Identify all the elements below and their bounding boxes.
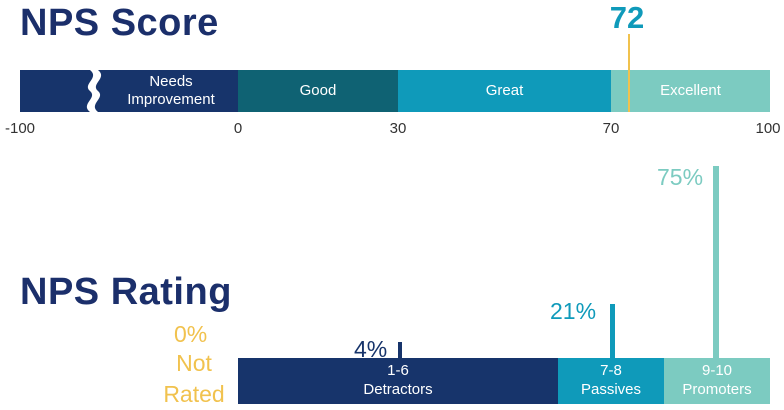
rating-segment-passives: 7-8 Passives <box>558 358 664 404</box>
rating-segment-bottom: Detractors <box>363 381 433 398</box>
segment-excellent: Excellent <box>611 70 770 112</box>
promoters-value-bar <box>713 166 719 358</box>
segment-label: Great <box>485 82 524 99</box>
axis-break-icon <box>86 70 102 112</box>
rating-segment-bottom: Promoters <box>682 381 752 398</box>
rating-title: NPS Rating <box>20 271 232 313</box>
nps-score-bar: Needs Improvement Good Great Excellent <box>20 70 770 112</box>
tick-label: 0 <box>233 120 243 137</box>
segment-good: Good <box>238 70 398 112</box>
passives-value-bar <box>610 304 615 358</box>
score-marker-line <box>628 34 630 112</box>
detractors-percent: 4% <box>354 336 388 362</box>
tick-label: 30 <box>389 120 407 137</box>
rating-segment-top: 1-6 <box>387 362 409 380</box>
not-rated-percent: 0% <box>174 321 208 347</box>
promoters-percent: 75% <box>657 164 704 190</box>
not-rated-top: Not <box>176 350 212 376</box>
segment-label: Good <box>299 82 337 99</box>
rating-segment-top: 7-8 <box>600 362 622 380</box>
segment-label: Excellent <box>660 82 721 99</box>
segment-great: Great <box>398 70 611 112</box>
detractors-value-bar <box>398 342 402 358</box>
score-title: NPS Score <box>20 2 219 44</box>
rating-segment-bottom: Passives <box>580 381 642 398</box>
not-rated-label: Not Rated <box>150 348 238 410</box>
passives-percent: 21% <box>550 298 597 324</box>
tick-label: -100 <box>4 120 36 137</box>
rating-segment-promoters: 9-10 Promoters <box>664 358 770 404</box>
not-rated-bottom: Rated <box>163 381 225 407</box>
segment-label: Needs Improvement <box>127 73 215 108</box>
rating-segment-detractors: 1-6 Detractors <box>238 358 558 404</box>
segment-needs-improvement: Needs Improvement <box>20 70 238 112</box>
tick-label: 100 <box>755 120 781 137</box>
tick-label: 70 <box>602 120 620 137</box>
rating-segment-top: 9-10 <box>701 362 733 380</box>
score-marker-value: 72 <box>609 0 645 35</box>
